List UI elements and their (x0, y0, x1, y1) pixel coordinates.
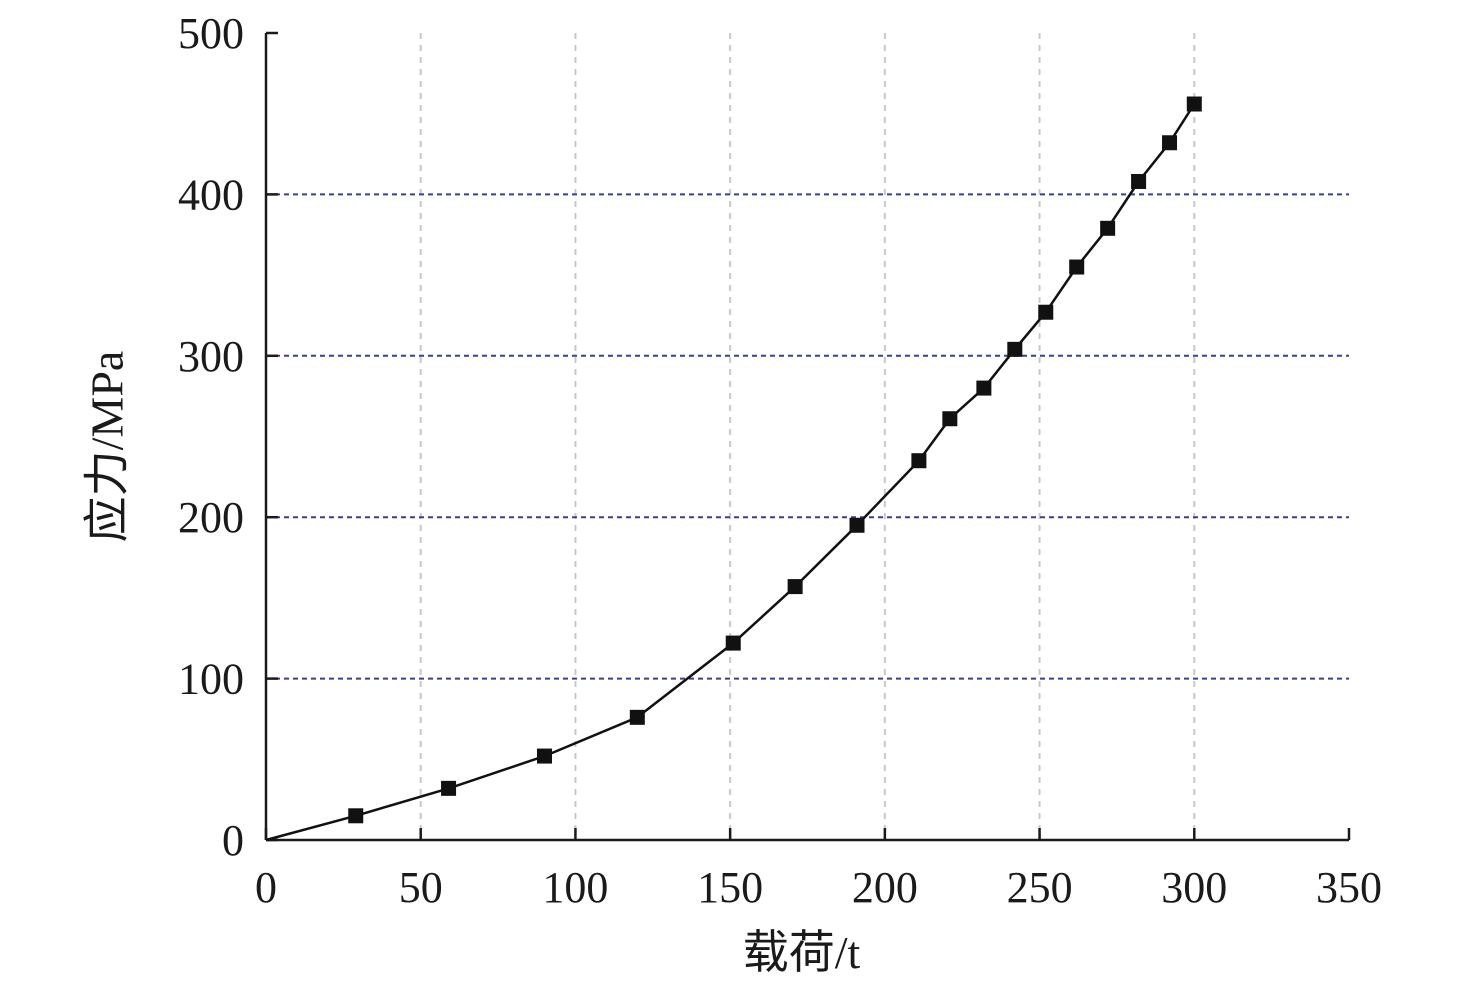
data-point-marker (1038, 304, 1054, 320)
data-point-marker (787, 579, 803, 595)
x-tick-label: 0 (255, 863, 277, 912)
y-axis-title: 应力/MPa (82, 351, 133, 543)
y-tick-label: 500 (178, 9, 244, 58)
x-tick-label: 50 (399, 863, 443, 912)
x-tick-label: 100 (542, 863, 608, 912)
x-tick-label: 250 (1007, 863, 1073, 912)
x-tick-label: 200 (852, 863, 918, 912)
data-point-marker (629, 709, 645, 725)
x-axis-title: 载荷/t (743, 927, 861, 978)
x-tick-label: 150 (697, 863, 763, 912)
data-point-marker (849, 517, 865, 533)
data-point-marker (1100, 220, 1116, 236)
data-point-marker (1069, 259, 1085, 275)
data-point-marker (911, 453, 927, 469)
data-point-marker (725, 635, 741, 651)
tick-layer: 0 50 100 150 200 250 300 350 0 100 200 300 400 500 (178, 9, 1382, 912)
data-point-marker (536, 748, 552, 764)
y-tick-label: 400 (178, 170, 244, 219)
data-point-marker (942, 411, 958, 427)
x-tick-label: 350 (1316, 863, 1382, 912)
series-layer (265, 96, 1202, 842)
y-tick-label: 0 (222, 816, 244, 865)
grid-layer (266, 33, 1349, 840)
data-point-marker (441, 780, 457, 796)
data-point-marker (1007, 341, 1023, 357)
data-point-marker (1131, 173, 1147, 189)
axis-layer (264, 33, 1349, 842)
data-point-marker (1186, 96, 1202, 112)
y-tick-label: 300 (178, 332, 244, 381)
data-point-marker (976, 380, 992, 396)
data-point-marker (348, 808, 364, 824)
data-point-marker (1162, 135, 1178, 151)
x-tick-label: 300 (1161, 863, 1227, 912)
y-tick-label: 200 (178, 493, 244, 542)
series-line (265, 103, 1196, 842)
y-tick-label: 100 (178, 655, 244, 704)
